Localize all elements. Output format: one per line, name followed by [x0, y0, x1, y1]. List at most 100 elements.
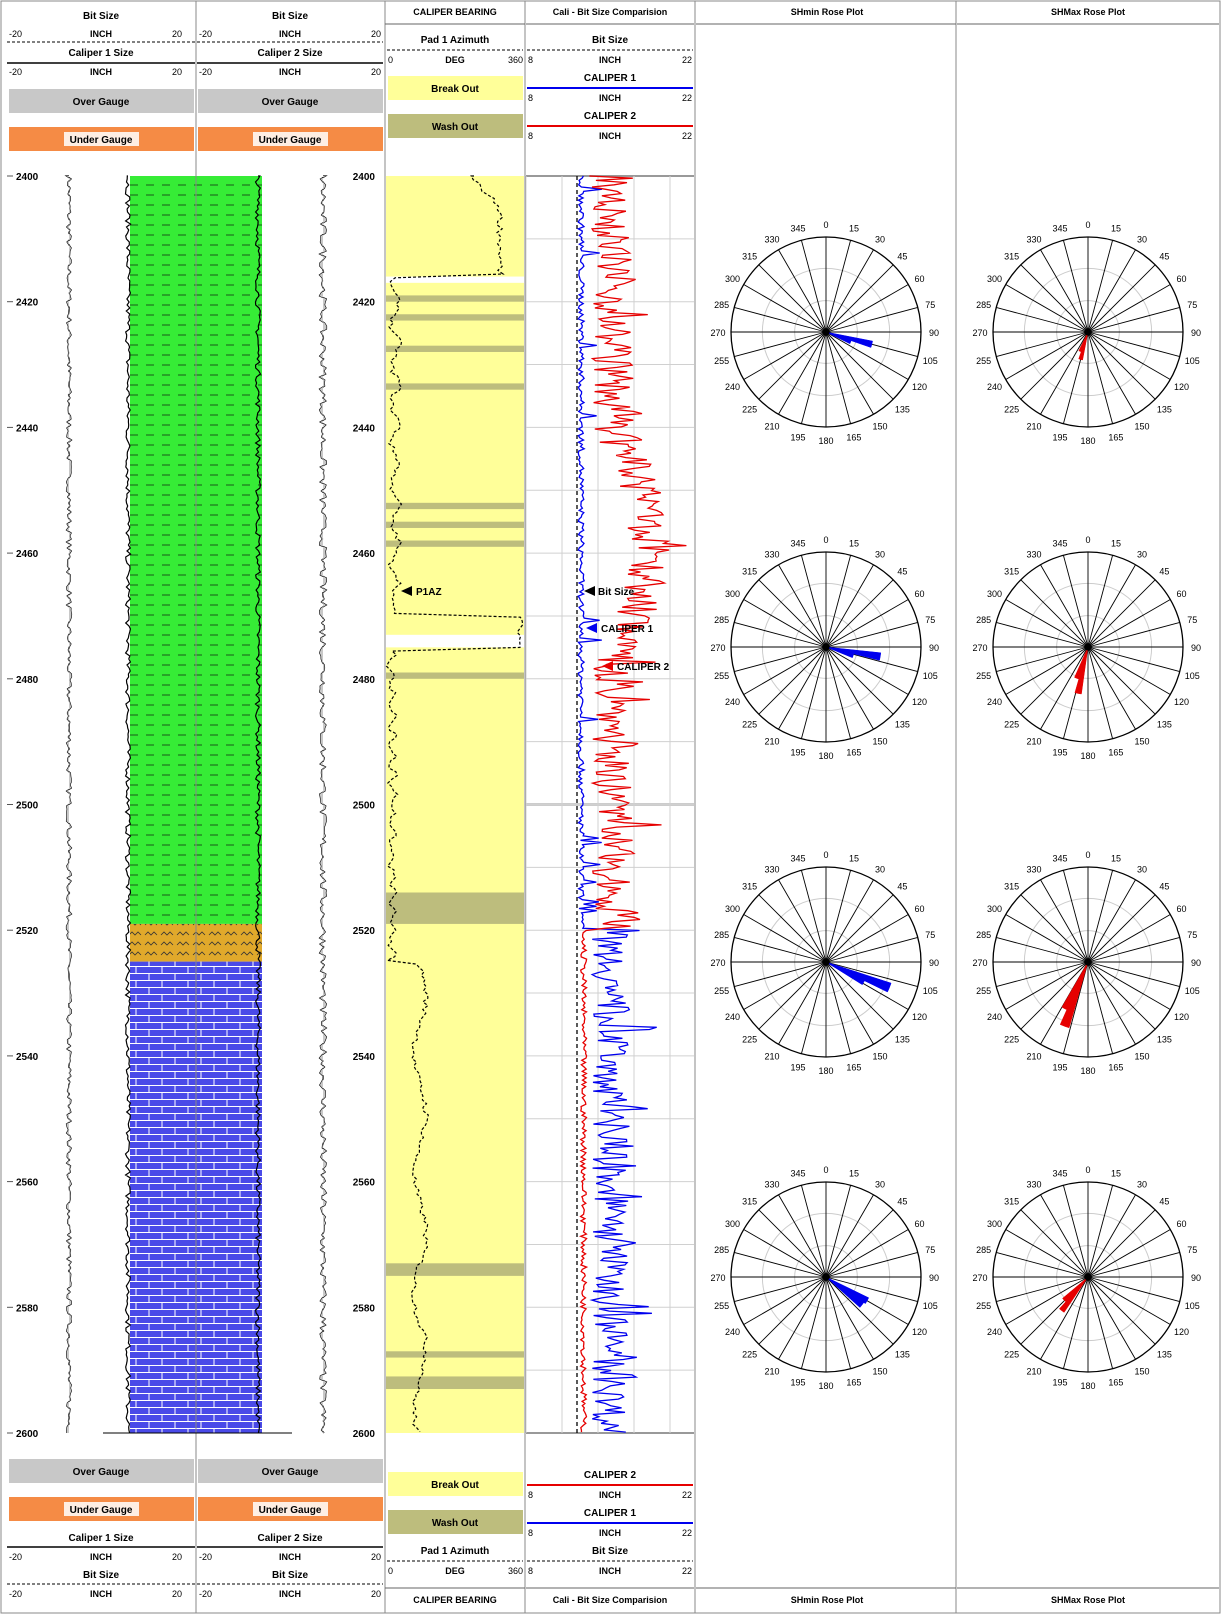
- rose-angle-label: 270: [710, 1273, 725, 1283]
- rose-spoke: [825, 646, 852, 739]
- rose-angle-label: 0: [1085, 220, 1090, 230]
- washout-interval: [386, 345, 524, 352]
- footer-cal1-size: Caliper 1 Size: [68, 1533, 133, 1544]
- rose-spoke: [825, 1276, 852, 1369]
- rose-spoke: [743, 284, 827, 333]
- depth-label: 2540: [16, 1052, 39, 1063]
- rose-spoke: [743, 599, 827, 648]
- footer-washout: Wash Out: [432, 1518, 479, 1529]
- cal2-size-max: 20: [371, 67, 381, 77]
- rose-angle-label: 105: [1185, 1301, 1200, 1311]
- over-gauge-swatch: [9, 89, 194, 113]
- cal1-size-title: Caliper 1 Size: [68, 48, 133, 59]
- rose-angle-label: 330: [764, 549, 779, 559]
- rose-petal: [1074, 646, 1089, 680]
- rose-spoke: [1087, 870, 1114, 963]
- washout-interval: [386, 314, 524, 321]
- rose-spoke: [1040, 564, 1089, 648]
- rose-spoke: [1087, 1276, 1180, 1303]
- washout-swatch: [388, 114, 523, 138]
- rose-angle-label: 75: [925, 615, 935, 625]
- rose-angle-label: 135: [1157, 719, 1172, 729]
- rose-angle-label: 30: [1137, 234, 1147, 244]
- rose-angle-label: 15: [1111, 854, 1121, 864]
- cal1-bit-max: 20: [172, 29, 182, 39]
- rose-angle-label: 270: [972, 643, 987, 653]
- rose-angle-label: 270: [710, 328, 725, 338]
- rose-spoke: [825, 1209, 894, 1278]
- depth-label: 2560: [353, 1178, 376, 1189]
- cal1-size-unit: INCH: [90, 67, 112, 77]
- rose-petal: [1059, 1276, 1089, 1313]
- rose-spoke: [734, 621, 827, 648]
- rose-spoke: [1087, 646, 1156, 715]
- rose-angle-label: 165: [846, 1062, 861, 1072]
- rose-angle-label: 120: [912, 1012, 927, 1022]
- rose-angle-label: 180: [818, 1066, 833, 1076]
- rose-spoke: [825, 1276, 918, 1303]
- footer-cmp-cal2-unit: INCH: [599, 1490, 621, 1500]
- rose-angle-label: 225: [1004, 404, 1019, 414]
- footer-bearing-max: 360: [508, 1566, 523, 1576]
- rose-petal: [825, 1276, 865, 1308]
- rose-spoke: [1087, 1229, 1171, 1278]
- rose-center-dot: [822, 643, 830, 651]
- rose-spoke: [1040, 646, 1089, 730]
- rose-angle-label: 45: [897, 1197, 907, 1207]
- shmin-rose-1: 0 15 30 45 60 75 90 105 120 135 150 165 180 195 210 225…: [710, 220, 939, 446]
- rose-petal: [1078, 331, 1089, 353]
- rose-angle-label: 120: [912, 1327, 927, 1337]
- rose-spoke: [1087, 621, 1180, 648]
- rose-spoke: [1087, 646, 1136, 730]
- rose-angle-label: 105: [923, 356, 938, 366]
- rose-angle-label: 240: [725, 1012, 740, 1022]
- rose-angle-label: 150: [872, 1367, 887, 1377]
- rose-angle-label: 270: [972, 1273, 987, 1283]
- bearing-curve-name: Pad 1 Azimuth: [421, 35, 490, 46]
- rose-angle-label: 150: [872, 422, 887, 432]
- header-bearing: CALIPER BEARING Pad 1 Azimuth 0 DEG 360 …: [385, 7, 525, 138]
- footer-over-gauge-2: Over Gauge: [262, 1467, 319, 1478]
- footer-cal1-max: 20: [172, 1552, 182, 1562]
- rose-spoke: [800, 646, 827, 739]
- rose-spoke: [1087, 1276, 1114, 1369]
- rose-spoke: [996, 621, 1089, 648]
- rose-angle-label: 300: [725, 904, 740, 914]
- pad1-azimuth-curve: [385, 175, 524, 1433]
- footer-cmp-bit-min: 8: [528, 1566, 533, 1576]
- rose-spoke: [1087, 331, 1171, 380]
- rose-spoke: [996, 331, 1089, 358]
- rose-angle-label: 60: [1177, 1219, 1187, 1229]
- rose-angle-label: 45: [1159, 567, 1169, 577]
- rose-angle-label: 195: [1053, 1062, 1068, 1072]
- rose-angle-label: 270: [972, 958, 987, 968]
- bearing-unit: DEG: [445, 55, 465, 65]
- footer-cal1-unit: INCH: [90, 1552, 112, 1562]
- rose-spoke: [1087, 240, 1114, 333]
- rose-spoke: [758, 331, 827, 400]
- rose-angle-label: 15: [1111, 1169, 1121, 1179]
- rose-spoke: [1005, 914, 1089, 963]
- rose-angle-label: 225: [742, 1034, 757, 1044]
- rose-center-dot: [1084, 328, 1092, 336]
- under-gauge-label-2: Under Gauge: [259, 135, 322, 146]
- rose-angle-label: 255: [714, 1301, 729, 1311]
- rose-angle-label: 0: [1085, 1165, 1090, 1175]
- depth-label: 2420: [16, 298, 39, 309]
- rose-spoke: [825, 331, 894, 400]
- compare-bit-min: 8: [528, 55, 533, 65]
- rose-angle-label: 60: [1177, 274, 1187, 284]
- rose-angle-label: 30: [875, 234, 885, 244]
- rose-spoke: [825, 646, 909, 695]
- caliper2-marker-arrow: [602, 661, 613, 671]
- rose-spoke: [825, 249, 874, 333]
- bearing-title: CALIPER BEARING: [413, 7, 497, 17]
- rose-angle-label: 105: [923, 1301, 938, 1311]
- footer-cal2-bit-max: 20: [371, 1589, 381, 1599]
- rose-spoke: [1087, 331, 1180, 358]
- rose-angle-label: 0: [823, 1165, 828, 1175]
- washout-interval: [386, 502, 524, 510]
- rose-spoke: [825, 961, 918, 988]
- rose-petal: [825, 646, 855, 659]
